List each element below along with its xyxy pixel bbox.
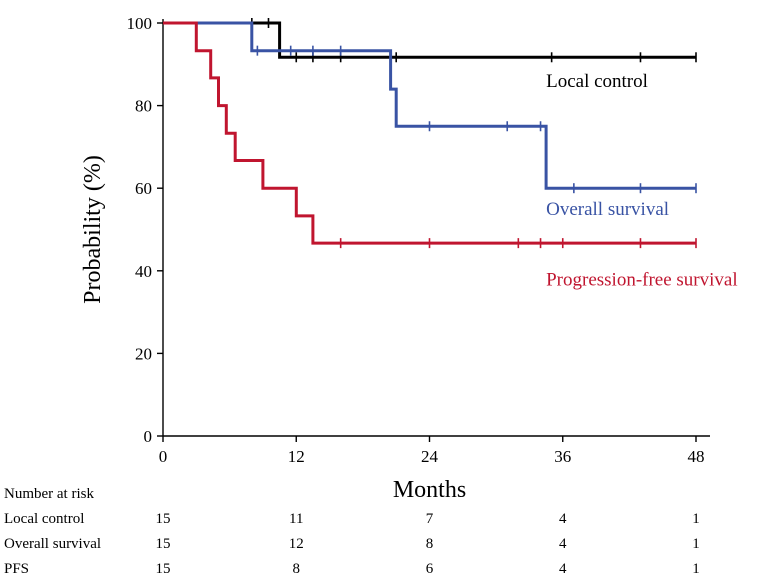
series-line-progression-free-survival (163, 21, 696, 245)
risk-row-pfs: PFS 15 8 6 4 1 (4, 561, 700, 577)
risk-value: 4 (559, 536, 567, 552)
y-tick-label: 60 (135, 179, 152, 198)
risk-value: 4 (559, 511, 567, 527)
series-overall-survival (163, 21, 697, 194)
risk-value: 12 (289, 536, 304, 552)
y-tick-label: 20 (135, 344, 152, 363)
series-local-control (163, 18, 697, 63)
risk-row-local-control: Local control 15 11 7 4 1 (4, 511, 700, 527)
risk-value: 1 (692, 511, 700, 527)
x-tick-label: 48 (688, 447, 705, 466)
y-tick-label: 100 (127, 14, 153, 33)
risk-value: 15 (156, 511, 171, 527)
x-tick-label: 12 (288, 447, 305, 466)
risk-value: 15 (156, 536, 171, 552)
risk-row-label: Overall survival (4, 536, 101, 552)
risk-value: 7 (426, 511, 434, 527)
risk-value: 6 (426, 561, 434, 577)
risk-value: 11 (289, 511, 303, 527)
risk-value: 4 (559, 561, 567, 577)
risk-value: 15 (156, 561, 171, 577)
risk-row-label: PFS (4, 561, 29, 577)
risk-value: 8 (426, 536, 434, 552)
y-tick-label: 80 (135, 97, 152, 116)
series-line-local-control (163, 21, 696, 59)
series-label-progression-free-survival: Progression-free survival (546, 269, 738, 290)
series-line-overall-survival (163, 21, 696, 190)
x-tick-label: 36 (554, 447, 571, 466)
y-tick-label: 40 (135, 262, 152, 281)
risk-value: 1 (692, 536, 700, 552)
series-label-overall-survival: Overall survival (546, 199, 669, 220)
series-labels: Local control Overall survival Progression… (546, 71, 738, 290)
axes: 0 20 40 60 80 100 0 12 24 36 48 Months Probability (… (80, 14, 710, 503)
series-progression-free-survival (163, 21, 697, 249)
risk-table-header: Number at risk (4, 486, 94, 502)
y-tick-label: 0 (144, 427, 153, 446)
risk-row-label: Local control (4, 511, 84, 527)
risk-value: 8 (293, 561, 301, 577)
series-lines (163, 18, 697, 249)
x-axis-title: Months (393, 477, 466, 503)
risk-value: 1 (692, 561, 700, 577)
risk-row-overall-survival: Overall survival 15 12 8 4 1 (4, 536, 700, 552)
x-tick-label: 0 (159, 447, 168, 466)
x-tick-label: 24 (421, 447, 439, 466)
y-axis-title: Probability (%) (80, 155, 106, 304)
series-label-local-control: Local control (546, 71, 648, 92)
